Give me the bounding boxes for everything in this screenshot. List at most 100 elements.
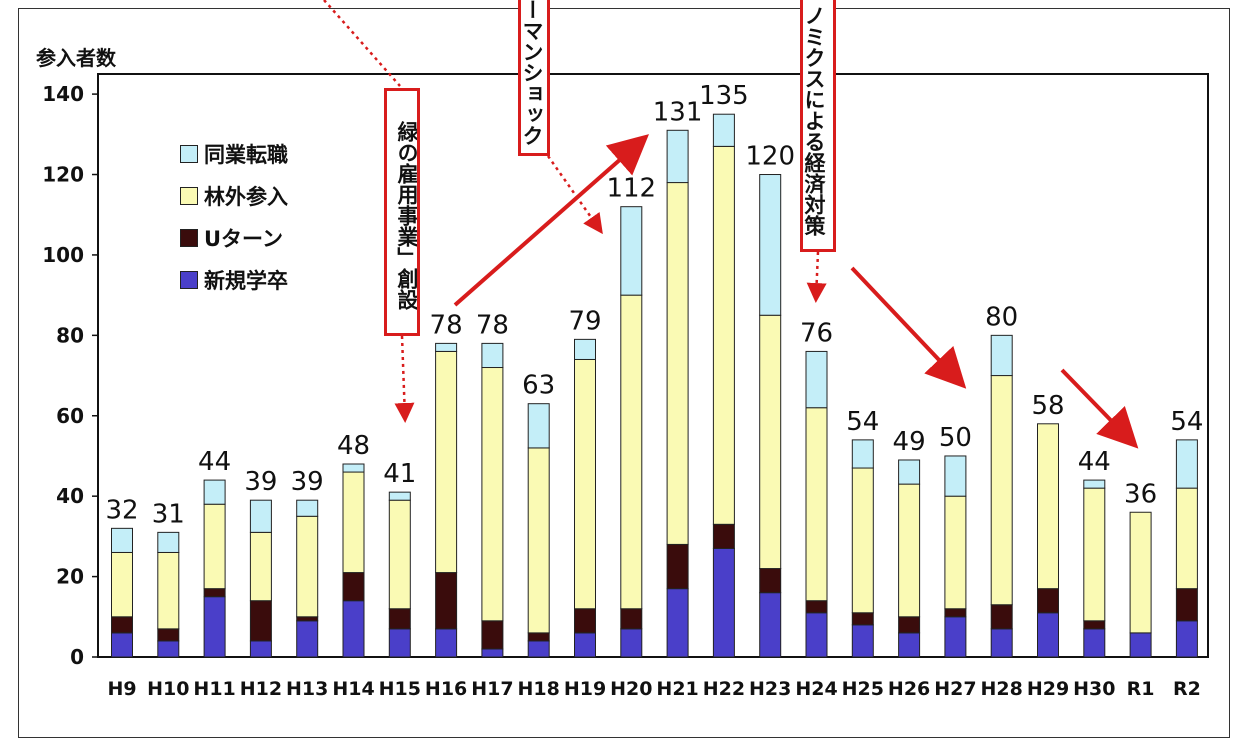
total-label: 112	[606, 174, 656, 204]
bar-segment	[388, 608, 411, 630]
x-tick-label: R2	[1173, 678, 1201, 700]
total-label: 135	[699, 81, 749, 111]
annotation-abenomics: ノミクスによる経済対策	[800, 0, 836, 252]
total-label: 80	[985, 302, 1018, 332]
x-tick-label: H18	[518, 678, 560, 700]
y-axis-label: 参入者数	[36, 46, 116, 70]
bar-segment	[990, 628, 1013, 658]
bar-segment	[342, 463, 365, 473]
legend: 同業転職 林外参入 Uターン 新規学卒	[180, 133, 288, 301]
x-tick-label: H30	[1073, 678, 1115, 700]
bar-segment	[944, 608, 967, 618]
legend-item: Uターン	[180, 217, 288, 259]
bar-segment	[1175, 487, 1198, 590]
trend-arrow	[850, 266, 967, 389]
bar-segment	[620, 628, 643, 658]
x-tick-label: H14	[332, 678, 374, 700]
x-tick-label: H24	[795, 678, 837, 700]
bar-segment	[111, 527, 133, 553]
total-label: 41	[383, 459, 416, 489]
bar-segment	[296, 499, 319, 517]
x-tick-label: H16	[425, 678, 467, 700]
bar-segment	[574, 358, 596, 610]
x-tick-label: H28	[981, 678, 1023, 700]
bar-segment	[1083, 628, 1106, 658]
trend-arrow	[1060, 368, 1139, 449]
bar-segment	[111, 632, 133, 658]
bar-segment	[388, 499, 411, 610]
bar-segment	[1175, 620, 1198, 658]
x-tick-label: H19	[564, 678, 606, 700]
bar-segment	[481, 342, 504, 369]
total-label: 50	[939, 423, 972, 453]
bar-segment	[805, 407, 828, 602]
x-tick-label: H17	[471, 678, 513, 700]
legend-label: 同業転職	[204, 143, 288, 167]
total-label: 78	[476, 310, 509, 340]
x-tick-label: H9	[107, 678, 136, 700]
bar-segment	[944, 616, 967, 658]
bar-segment	[203, 596, 226, 658]
bar-segment	[759, 314, 782, 570]
bar-segment	[111, 616, 133, 634]
total-label: 120	[745, 142, 795, 172]
bar-segment	[435, 342, 458, 352]
total-label: 36	[1124, 479, 1157, 509]
bar-segment	[712, 145, 735, 525]
bar-segment	[574, 632, 596, 658]
bar-segment	[203, 588, 226, 598]
x-tick-label: H13	[286, 678, 328, 700]
pointer-line	[323, 0, 401, 87]
bar-segment	[759, 174, 782, 316]
bar-segment	[249, 640, 272, 658]
bar-segment	[851, 612, 874, 626]
total-label: 54	[846, 407, 879, 437]
bar-segment	[527, 632, 550, 642]
legend-item: 林外参入	[180, 175, 288, 217]
bar-segment	[388, 491, 411, 501]
bar-segment	[990, 375, 1013, 606]
bar-segment	[1129, 632, 1152, 658]
bar-segment	[851, 624, 874, 658]
total-label: 131	[653, 97, 703, 127]
bar-segment	[1175, 439, 1198, 489]
y-tick-label: 140	[42, 82, 84, 106]
bar-segment	[481, 648, 504, 658]
bar-segment	[342, 471, 365, 574]
bar-segment	[990, 604, 1013, 630]
bar-segment	[666, 588, 689, 658]
y-tick-label: 40	[56, 484, 84, 508]
bar-segment	[296, 616, 319, 622]
plot-area	[97, 73, 1209, 658]
bar-segment	[435, 572, 458, 630]
bar-segment	[712, 547, 735, 658]
bar-segment	[805, 600, 828, 614]
total-label: 31	[152, 499, 185, 529]
total-label: 79	[568, 306, 601, 336]
bar-segment	[712, 523, 735, 549]
bar-segment	[481, 367, 504, 622]
x-tick-label: H23	[749, 678, 791, 700]
total-label: 49	[893, 427, 926, 457]
bar-segment	[620, 206, 643, 296]
total-label: 58	[1031, 391, 1064, 421]
total-label: 48	[337, 431, 370, 461]
legend-label: 林外参入	[204, 185, 288, 209]
x-tick-label: H29	[1027, 678, 1069, 700]
bar-segment	[203, 503, 226, 590]
bar-segment	[898, 632, 921, 658]
bar-segment	[435, 628, 458, 658]
bar-segment	[805, 612, 828, 658]
x-tick-label: H25	[842, 678, 884, 700]
y-tick-label: 120	[42, 163, 84, 187]
bar-segment	[435, 350, 458, 574]
bar-segment	[342, 600, 365, 658]
bar-segment	[157, 551, 180, 630]
bar-segment	[898, 459, 921, 485]
annotation-green-employment: 緑の雇用事業」創設	[384, 88, 420, 336]
total-label: 39	[244, 467, 277, 497]
bar-segment	[527, 447, 550, 634]
x-tick-label: H12	[240, 678, 282, 700]
legend-label: 新規学卒	[204, 269, 288, 293]
bar-segment	[574, 608, 596, 634]
